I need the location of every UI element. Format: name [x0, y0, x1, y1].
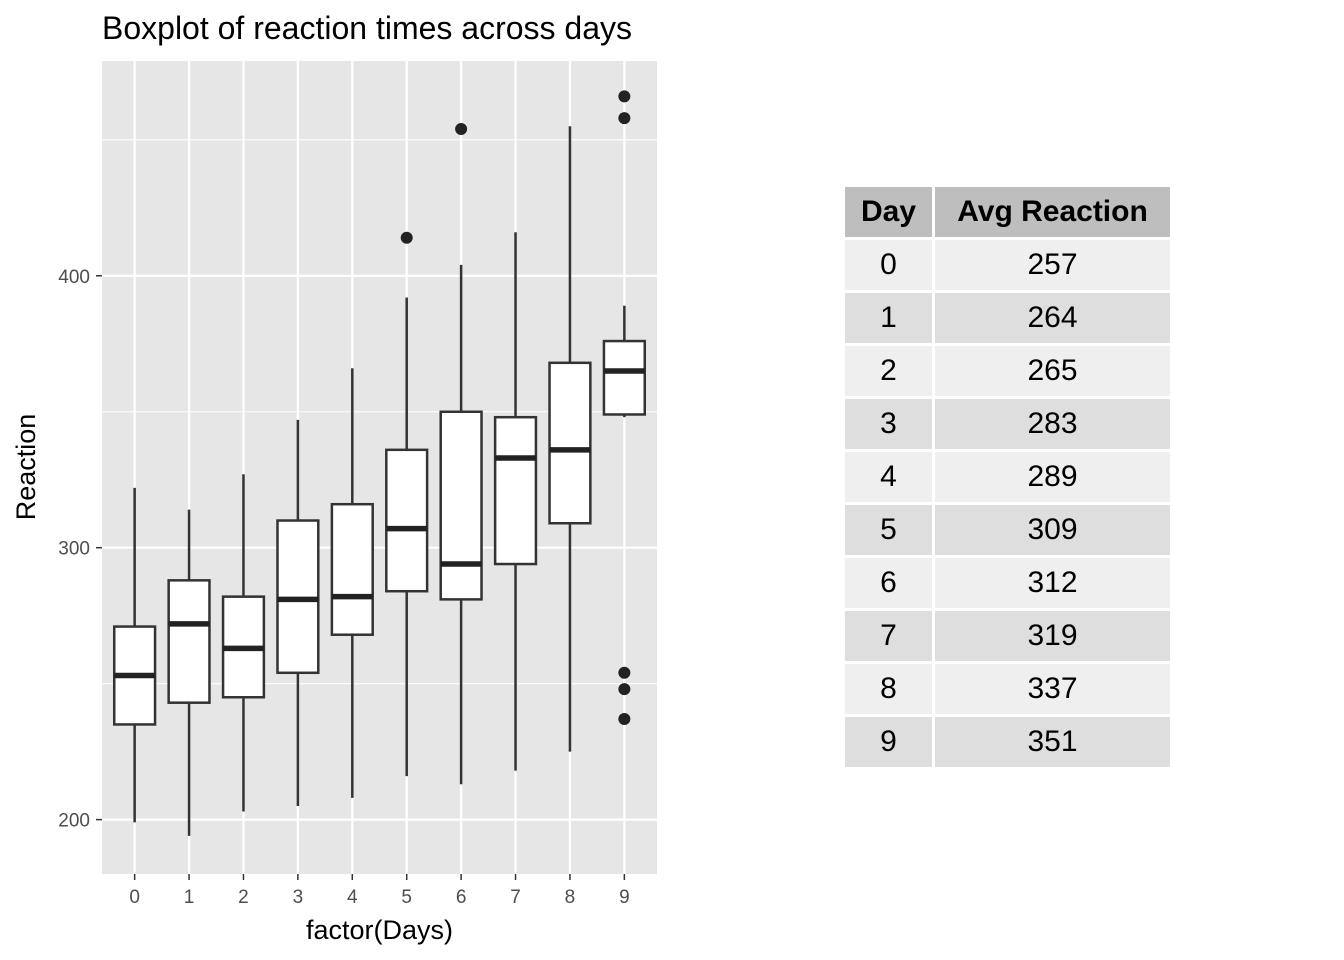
table-cell-day: 2: [845, 346, 935, 399]
table-cell-avg-reaction: 309: [935, 505, 1170, 558]
table-cell-avg-reaction: 257: [935, 240, 1170, 293]
x-tick-label: 4: [347, 887, 358, 908]
table-cell-day: 0: [845, 240, 935, 293]
table-row: 0 257: [845, 240, 1170, 293]
table-cell-day: 6: [845, 558, 935, 611]
table-cell-day: 1: [845, 293, 935, 346]
box-day-4: [330, 368, 374, 798]
axes: 200 300 400 0 1 2 3 4 5 6 7 8 9: [58, 267, 629, 908]
box-day-0: [112, 487, 157, 823]
table-cell-avg-reaction: 351: [935, 717, 1170, 770]
y-axis-title: Reaction: [11, 414, 41, 521]
y-tick-label: 400: [58, 267, 90, 288]
table-row: 9 351: [845, 717, 1170, 770]
y-tick-label: 300: [58, 539, 90, 560]
x-tick-label: 3: [293, 887, 304, 908]
box-day-7: [493, 232, 538, 771]
x-tick-label: 7: [510, 887, 521, 908]
table-cell-day: 8: [845, 664, 935, 717]
x-axis-title: factor(Days): [306, 915, 453, 945]
table-row: 5 309: [845, 505, 1170, 558]
table-row: 7 319: [845, 611, 1170, 664]
table-cell-avg-reaction: 312: [935, 558, 1170, 611]
table-cell-avg-reaction: 265: [935, 346, 1170, 399]
table-row: 3 283: [845, 399, 1170, 452]
table-cell-avg-reaction: 337: [935, 664, 1170, 717]
table-row: 8 337: [845, 664, 1170, 717]
x-tick-label: 8: [565, 887, 576, 908]
box-iqr: [167, 579, 211, 704]
x-tick-label: 0: [129, 887, 140, 908]
table-cell-avg-reaction: 319: [935, 611, 1170, 664]
outlier-point: [618, 90, 631, 103]
boxes-layer: [112, 90, 647, 836]
box-day-5: [385, 231, 429, 777]
x-tick-label: 6: [456, 887, 467, 908]
table-cell-day: 7: [845, 611, 935, 664]
box-iqr: [493, 415, 538, 566]
table-row: 6 312: [845, 558, 1170, 611]
table-cell-avg-reaction: 283: [935, 399, 1170, 452]
table-header-day: Day: [845, 187, 935, 240]
table-cell-avg-reaction: 289: [935, 452, 1170, 505]
box-iqr: [439, 410, 483, 601]
average-reaction-table: Day Avg Reaction 0 257 1 264 2 265 3 283 4 289 5 30…: [845, 187, 1170, 770]
x-tick-label: 5: [401, 887, 412, 908]
table-row: 4 289: [845, 452, 1170, 505]
outlier-point: [618, 666, 631, 679]
table-cell-day: 9: [845, 717, 935, 770]
box-iqr: [330, 502, 374, 636]
outlier-point: [618, 683, 631, 696]
table-cell-day: 5: [845, 505, 935, 558]
table-row: 1 264: [845, 293, 1170, 346]
outlier-point: [400, 231, 413, 244]
outlier-point: [455, 122, 468, 135]
table-row: 2 265: [845, 346, 1170, 399]
table-cell-day: 3: [845, 399, 935, 452]
table-cell-avg-reaction: 264: [935, 293, 1170, 346]
table-header-avg-reaction: Avg Reaction: [935, 187, 1170, 240]
outlier-point: [618, 713, 631, 726]
x-tick-label: 9: [619, 887, 630, 908]
table-cell-day: 4: [845, 452, 935, 505]
box-day-2: [221, 474, 266, 812]
box-day-6: [439, 122, 483, 785]
box-iqr: [548, 361, 592, 525]
y-tick-label: 200: [58, 811, 90, 832]
x-tick-label: 1: [184, 887, 195, 908]
box-day-1: [167, 509, 211, 836]
box-day-8: [548, 126, 592, 752]
table-header-row: Day Avg Reaction: [845, 187, 1170, 240]
outlier-point: [618, 112, 631, 125]
box-iqr: [602, 339, 647, 416]
x-tick-label: 2: [238, 887, 249, 908]
box-day-3: [276, 419, 320, 807]
box-iqr: [385, 448, 429, 593]
box-day-9: [602, 90, 647, 726]
chart-title: Boxplot of reaction times across days: [102, 10, 632, 46]
